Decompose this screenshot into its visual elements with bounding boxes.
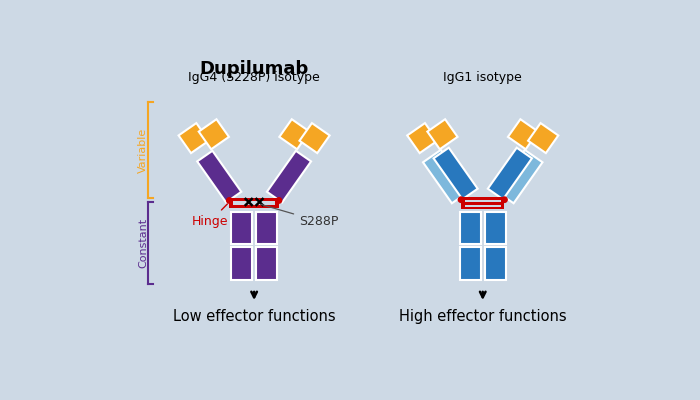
Bar bbox=[500, 197, 505, 209]
Polygon shape bbox=[199, 119, 229, 149]
Bar bbox=[230, 198, 279, 201]
Bar bbox=[230, 205, 279, 208]
Polygon shape bbox=[300, 123, 330, 153]
Text: Constant: Constant bbox=[139, 218, 148, 268]
Bar bbox=[461, 197, 505, 200]
Polygon shape bbox=[197, 151, 241, 202]
Bar bbox=[460, 212, 481, 244]
Circle shape bbox=[276, 198, 281, 203]
Text: S288P: S288P bbox=[260, 204, 339, 228]
Polygon shape bbox=[279, 119, 309, 149]
Polygon shape bbox=[433, 148, 477, 199]
Bar bbox=[461, 202, 505, 205]
Bar bbox=[256, 212, 277, 244]
Text: High effector functions: High effector functions bbox=[399, 309, 566, 324]
Bar bbox=[256, 248, 277, 280]
Circle shape bbox=[227, 198, 232, 203]
Bar bbox=[231, 248, 252, 280]
Bar bbox=[484, 212, 505, 244]
Polygon shape bbox=[427, 119, 458, 149]
Text: Low effector functions: Low effector functions bbox=[173, 309, 335, 324]
Polygon shape bbox=[267, 151, 311, 202]
Polygon shape bbox=[488, 148, 532, 199]
Bar bbox=[461, 207, 505, 209]
Bar bbox=[461, 197, 465, 209]
Polygon shape bbox=[178, 123, 209, 153]
Bar bbox=[484, 248, 505, 280]
Bar bbox=[230, 198, 233, 208]
Bar bbox=[231, 212, 252, 244]
Text: Variable: Variable bbox=[139, 127, 148, 173]
Circle shape bbox=[458, 197, 464, 202]
Polygon shape bbox=[528, 123, 559, 153]
Polygon shape bbox=[423, 150, 470, 203]
Text: Dupilumab: Dupilumab bbox=[199, 60, 309, 78]
Polygon shape bbox=[407, 123, 438, 153]
Circle shape bbox=[502, 197, 508, 202]
Text: Hinge: Hinge bbox=[192, 204, 229, 228]
Bar bbox=[275, 198, 279, 208]
Text: IgG1 isotype: IgG1 isotype bbox=[443, 71, 522, 84]
Bar bbox=[460, 248, 481, 280]
Polygon shape bbox=[508, 119, 538, 149]
Polygon shape bbox=[496, 150, 542, 203]
Text: IgG4 (S228P) isotype: IgG4 (S228P) isotype bbox=[188, 71, 320, 84]
